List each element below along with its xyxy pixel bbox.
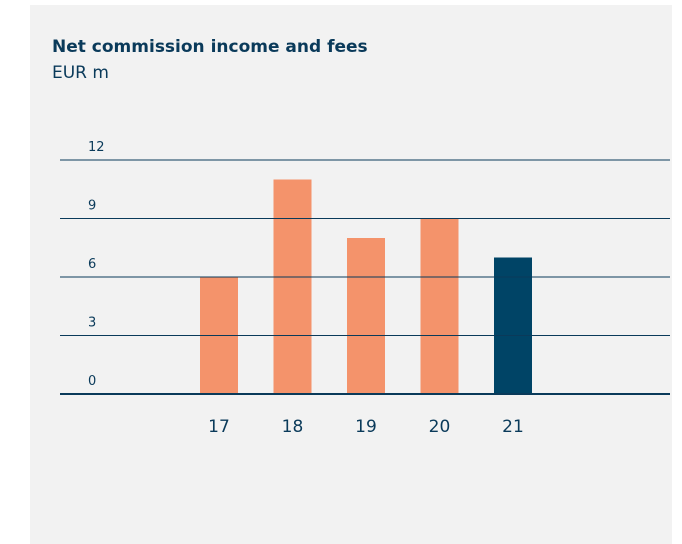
bar xyxy=(420,218,459,394)
y-tick-label: 6 xyxy=(88,257,96,272)
chart-title: Net commission income and fees xyxy=(52,37,368,57)
bar xyxy=(347,238,385,394)
x-tick-label: 20 xyxy=(429,417,451,437)
y-tick-label: 9 xyxy=(88,199,96,214)
x-tick-label: 17 xyxy=(208,417,230,437)
x-tick-label: 19 xyxy=(355,417,377,437)
y-tick-label: 3 xyxy=(88,316,96,331)
bar xyxy=(494,257,532,394)
y-tick-label: 0 xyxy=(88,374,96,389)
bar xyxy=(273,179,312,394)
chart-subtitle: EUR m xyxy=(52,63,109,83)
x-tick-label: 18 xyxy=(282,417,304,437)
y-tick-label: 12 xyxy=(88,140,105,155)
x-tick-label: 21 xyxy=(502,417,524,437)
